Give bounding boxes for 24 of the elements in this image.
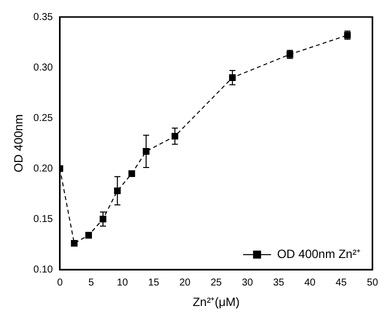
point xyxy=(85,232,92,239)
x-tick-label: 0 xyxy=(57,277,64,288)
x-tick-label: 25 xyxy=(210,277,222,288)
y-tick-label: 0.20 xyxy=(33,163,54,174)
y-tick-label: 0.35 xyxy=(33,12,54,23)
x-tick-label: 10 xyxy=(116,277,128,288)
x-tick-label: 35 xyxy=(273,277,285,288)
x-tick-label: 20 xyxy=(179,277,191,288)
legend-label: OD 400nm Zn²⁺ xyxy=(277,246,360,261)
point xyxy=(100,216,106,222)
point xyxy=(128,170,136,177)
point xyxy=(70,240,78,247)
x-tick-label: 5 xyxy=(88,277,94,288)
y-tick-label: 0.10 xyxy=(33,264,54,276)
x-tick-label: 15 xyxy=(148,277,160,288)
y-tick-label: 0.15 xyxy=(33,214,54,225)
x-tick-label: 45 xyxy=(336,277,348,288)
x-axis-title: Zn²⁺(μM) xyxy=(192,295,240,310)
x-tick-label: 40 xyxy=(304,277,316,288)
y-axis-title: OD 400nm xyxy=(12,114,26,172)
x-tick-label: 30 xyxy=(242,277,254,288)
y-tick-label: 0.25 xyxy=(33,112,54,124)
x-tick-label: 50 xyxy=(366,277,378,288)
y-tick-label: 0.30 xyxy=(33,62,54,74)
